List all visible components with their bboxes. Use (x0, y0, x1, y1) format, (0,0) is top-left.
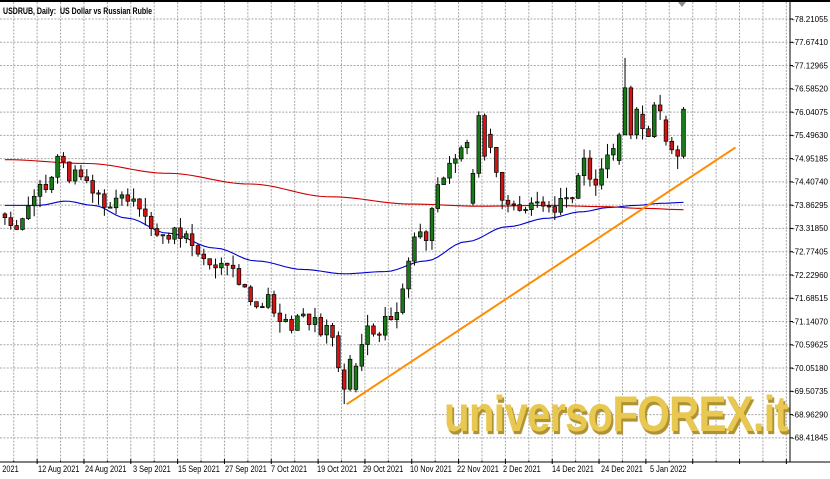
svg-text:-72.77405: -72.77405 (792, 247, 828, 257)
svg-text:-78.21055: -78.21055 (792, 14, 828, 24)
svg-text:-73.86295: -73.86295 (792, 200, 828, 210)
svg-text:-74.40740: -74.40740 (792, 177, 828, 187)
svg-text:-75.49630: -75.49630 (792, 130, 828, 140)
svg-text:-77.12965: -77.12965 (792, 60, 828, 70)
svg-text:-77.67410: -77.67410 (792, 37, 828, 47)
svg-text:-76.04075: -76.04075 (792, 107, 828, 117)
svg-text:-68.96290: -68.96290 (792, 409, 828, 419)
svg-text:-70.05180: -70.05180 (792, 363, 828, 373)
svg-text:-70.59625: -70.59625 (792, 340, 828, 350)
svg-text:-68.41845: -68.41845 (792, 433, 828, 443)
svg-text:-73.31850: -73.31850 (792, 223, 828, 233)
svg-text:-71.68515: -71.68515 (792, 293, 828, 303)
svg-text:-69.50735: -69.50735 (792, 386, 828, 396)
svg-text:-74.95185: -74.95185 (792, 153, 828, 163)
svg-text:-72.22960: -72.22960 (792, 270, 828, 280)
svg-text:-71.14070: -71.14070 (792, 316, 828, 326)
svg-text:-76.58520: -76.58520 (792, 84, 828, 94)
